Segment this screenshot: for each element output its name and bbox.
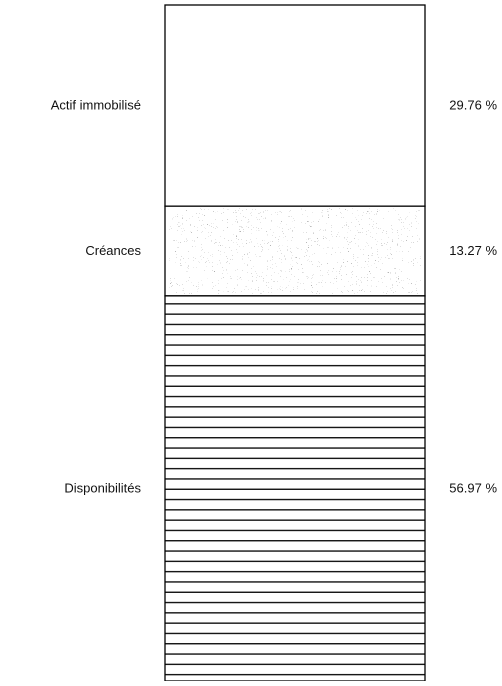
value-label-1: 29.76 % (449, 98, 497, 113)
bar-segment-1 (164, 4, 426, 207)
category-labels: Actif immobilisé Créances Disponibilités (51, 98, 142, 496)
category-label-2: Créances (85, 243, 141, 258)
bar-segment-2 (164, 205, 426, 297)
category-label-3: Disponibilités (64, 480, 141, 495)
value-labels: 29.76 % 13.27 % 56.97 % (449, 98, 497, 496)
bar-segment-3 (164, 295, 426, 682)
bar-segments (164, 4, 426, 682)
value-label-2: 13.27 % (449, 243, 497, 258)
category-label-1: Actif immobilisé (51, 98, 141, 113)
value-label-3: 56.97 % (449, 480, 497, 495)
